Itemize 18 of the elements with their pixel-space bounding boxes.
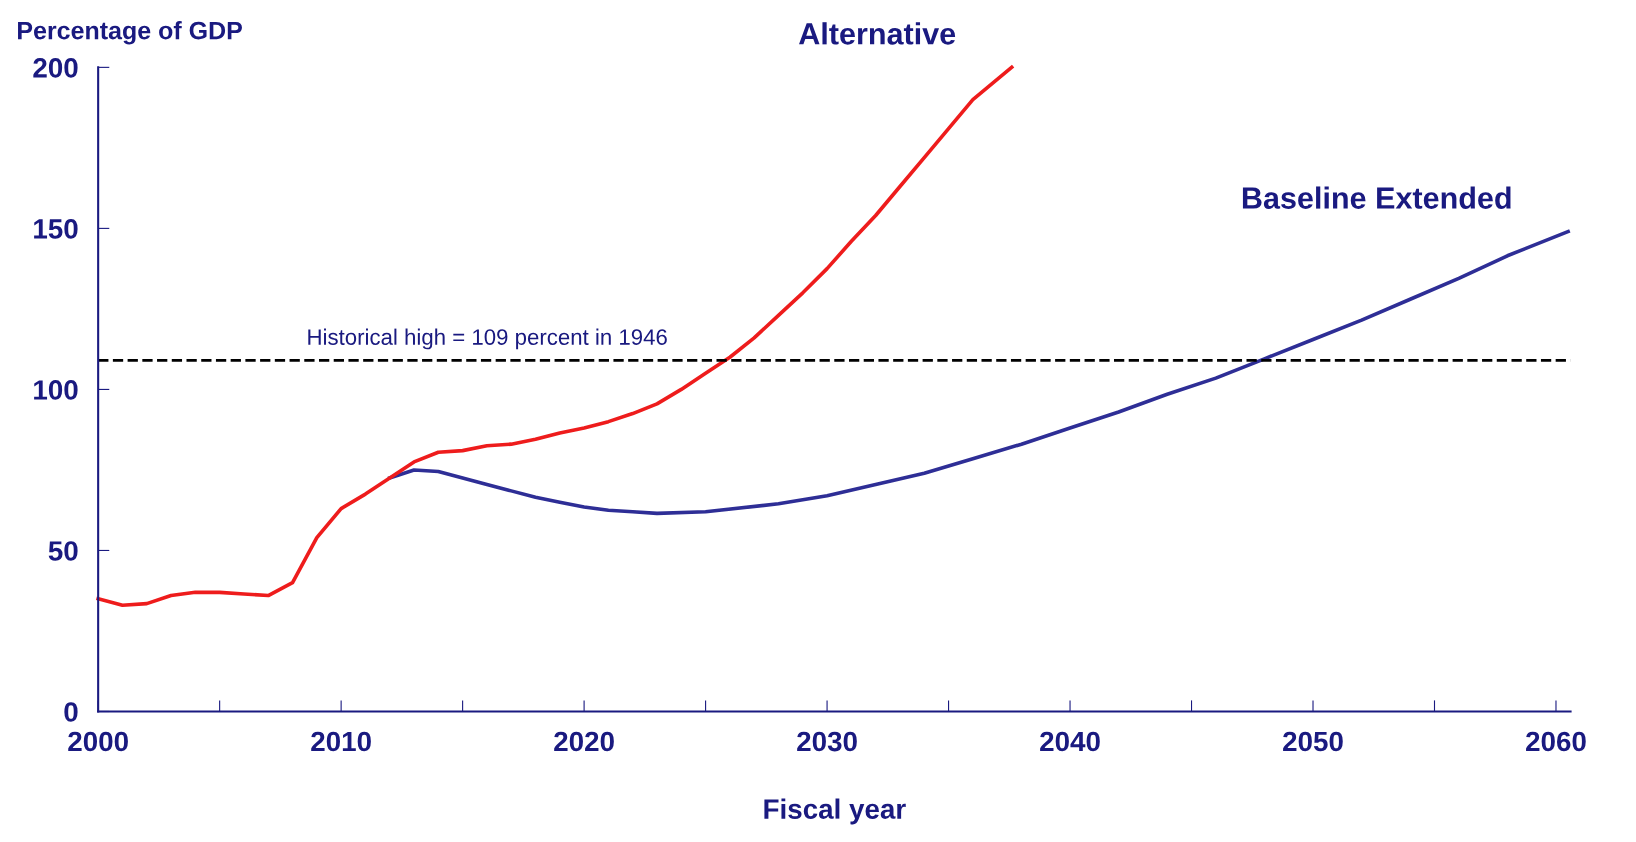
x-tick-label: 2030 [797, 731, 857, 752]
y-tick-label: 0 [64, 702, 78, 722]
line-series [96, 65, 1014, 608]
series-label: Alternative [799, 22, 956, 45]
ref-line-label: Historical high = 109 percent in 1946 [308, 328, 667, 350]
x-axis-title: Fiscal year [764, 798, 906, 825]
x-tick-label: 2000 [68, 731, 128, 752]
series-label: Baseline Extended [1242, 186, 1511, 209]
x-tick-label: 2010 [311, 731, 371, 752]
x-tick-label: 2020 [554, 731, 614, 752]
y-tick-label: 100 [34, 380, 78, 400]
x-tick-label: 2050 [1283, 731, 1343, 752]
y-tick-label: 150 [34, 219, 78, 239]
x-tick-label: 2040 [1040, 731, 1100, 752]
y-tick-label: 200 [33, 58, 78, 78]
y-tick-label: 50 [48, 541, 78, 561]
y-axis-title: Percentage of GDP [18, 21, 242, 45]
x-tick-label: 2060 [1526, 731, 1586, 752]
